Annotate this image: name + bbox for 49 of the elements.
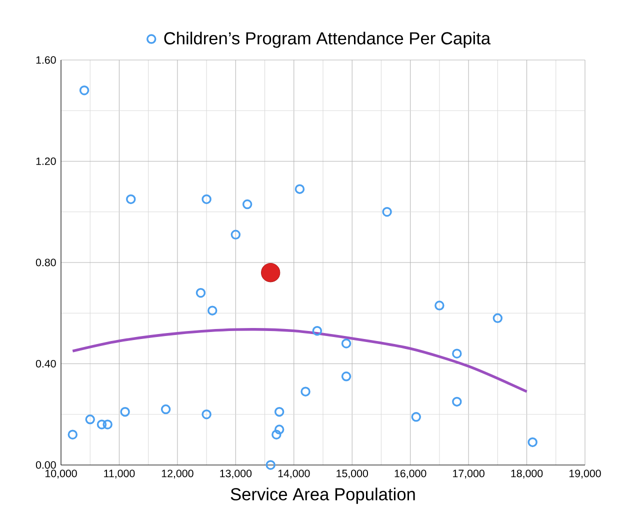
x-tick-label: 10,000 [46,470,77,479]
point [272,430,282,440]
x-tick-label: 18,000 [511,470,543,479]
point [96,420,107,430]
point [294,184,305,194]
y-tick-label: 1.60 [36,56,56,64]
point [196,288,206,298]
y-tick-label: 0.00 [36,461,56,469]
x-tick-label: 15,000 [336,470,368,479]
x-tick-label: 16,000 [394,470,426,479]
point [341,372,352,382]
x-tick-label: 13,000 [220,470,252,479]
point [260,263,280,282]
point [274,424,284,434]
point [126,194,136,204]
point [160,404,171,414]
point [528,437,538,448]
point [202,194,212,204]
x-tick-label: 11,000 [104,470,135,479]
point [208,306,218,316]
point [382,206,392,217]
point [242,199,252,210]
point [492,313,503,324]
point [341,338,352,348]
point [102,420,112,430]
y-tick-label: 0.40 [36,360,56,368]
point [230,230,241,240]
point [411,412,422,422]
line-series [71,328,528,393]
x-tick-label: 12,000 [162,470,194,479]
point [202,409,212,420]
point [85,414,95,424]
point [274,406,284,417]
point [68,430,78,440]
point [120,406,130,417]
y-tick-label: 0.80 [36,258,56,266]
point [266,460,276,470]
y-tick-label: 1.20 [36,157,56,166]
x-tick-label: 14,000 [278,470,310,479]
point [79,85,90,96]
point [312,326,322,336]
point [434,300,444,310]
x-axis-title: Service Area Population [230,488,415,504]
legend-label: Children’s Program Attendance Per Capita [164,32,491,48]
x-tick-label: 17,000 [453,470,484,479]
point [452,348,462,358]
point [300,386,310,396]
point [452,396,462,407]
x-tick-label: 19,000 [569,470,601,479]
